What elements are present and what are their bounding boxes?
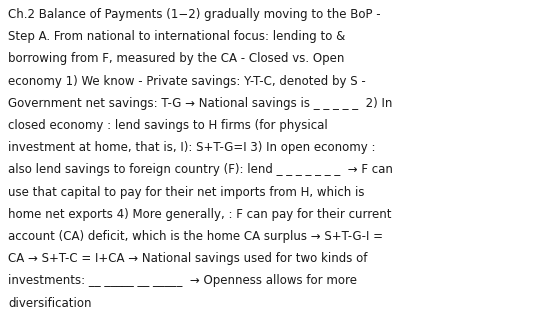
Text: use that capital to pay for their net imports from H, which is: use that capital to pay for their net im… <box>8 186 364 199</box>
Text: Step A. From national to international focus: lending to &: Step A. From national to international f… <box>8 30 345 43</box>
Text: Government net savings: T-G → National savings is _ _ _ _ _  2) In: Government net savings: T-G → National s… <box>8 97 392 110</box>
Text: investments: __ _____ __ _____  → Openness allows for more: investments: __ _____ __ _____ → Opennes… <box>8 274 357 287</box>
Text: investment at home, that is, I): S+T-G=I 3) In open economy :: investment at home, that is, I): S+T-G=I… <box>8 141 376 154</box>
Text: economy 1) We know - Private savings: Y-T-C, denoted by S -: economy 1) We know - Private savings: Y-… <box>8 75 365 87</box>
Text: also lend savings to foreign country (F): lend _ _ _ _ _ _ _  → F can: also lend savings to foreign country (F)… <box>8 163 393 177</box>
Text: CA → S+T-C = I+CA → National savings used for two kinds of: CA → S+T-C = I+CA → National savings use… <box>8 252 367 265</box>
Text: home net exports 4) More generally, : F can pay for their current: home net exports 4) More generally, : F … <box>8 208 392 221</box>
Text: closed economy : lend savings to H firms (for physical: closed economy : lend savings to H firms… <box>8 119 328 132</box>
Text: Ch.2 Balance of Payments (1−2) gradually moving to the BoP -: Ch.2 Balance of Payments (1−2) gradually… <box>8 8 381 21</box>
Text: borrowing from F, measured by the CA - Closed vs. Open: borrowing from F, measured by the CA - C… <box>8 52 344 65</box>
Text: diversification: diversification <box>8 296 92 310</box>
Text: account (CA) deficit, which is the home CA surplus → S+T-G-I =: account (CA) deficit, which is the home … <box>8 230 383 243</box>
